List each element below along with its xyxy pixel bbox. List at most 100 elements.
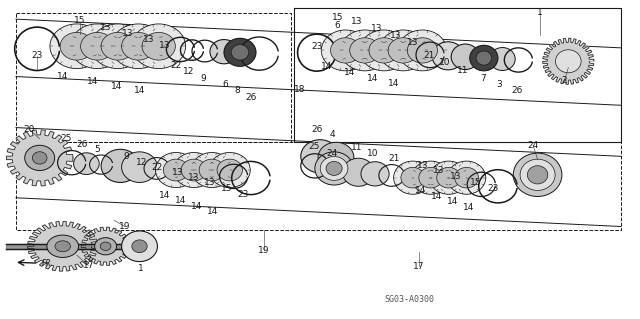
Ellipse shape — [74, 153, 99, 174]
Ellipse shape — [81, 33, 114, 60]
Text: 22: 22 — [151, 163, 163, 172]
Ellipse shape — [209, 152, 250, 188]
Text: 9: 9 — [201, 74, 206, 83]
Text: 13: 13 — [407, 38, 419, 47]
Text: 1: 1 — [138, 264, 143, 273]
Text: 12: 12 — [136, 158, 148, 167]
Ellipse shape — [224, 38, 256, 66]
Ellipse shape — [122, 152, 157, 182]
Ellipse shape — [330, 38, 361, 63]
Text: 14: 14 — [388, 79, 399, 88]
Text: FR.: FR. — [42, 259, 54, 268]
Text: 14: 14 — [367, 74, 378, 83]
Ellipse shape — [231, 45, 249, 60]
Ellipse shape — [142, 33, 175, 60]
Ellipse shape — [70, 24, 124, 69]
Ellipse shape — [199, 159, 225, 181]
Ellipse shape — [429, 161, 468, 194]
Text: 13: 13 — [188, 173, 200, 182]
Text: 17: 17 — [413, 262, 425, 271]
Text: 26: 26 — [76, 140, 88, 149]
Text: 15: 15 — [74, 16, 86, 25]
Text: 15: 15 — [332, 13, 343, 22]
Text: 13: 13 — [433, 166, 444, 175]
Text: 17: 17 — [83, 261, 94, 270]
Text: 19: 19 — [258, 246, 269, 255]
Text: 14: 14 — [344, 68, 356, 77]
Ellipse shape — [527, 166, 548, 184]
Ellipse shape — [451, 44, 479, 70]
Text: 14: 14 — [159, 191, 171, 200]
Ellipse shape — [91, 24, 145, 69]
Ellipse shape — [132, 24, 186, 69]
Text: 11: 11 — [351, 143, 363, 152]
Ellipse shape — [388, 38, 419, 63]
Text: 14: 14 — [111, 82, 123, 91]
Text: 9: 9 — [124, 152, 129, 161]
Ellipse shape — [401, 167, 425, 188]
Polygon shape — [6, 130, 73, 186]
Ellipse shape — [349, 38, 380, 63]
Text: 13: 13 — [371, 24, 382, 33]
Polygon shape — [543, 38, 594, 84]
Ellipse shape — [394, 161, 432, 194]
Ellipse shape — [111, 24, 165, 69]
Text: 14: 14 — [431, 192, 443, 201]
Polygon shape — [28, 221, 98, 271]
Text: 14: 14 — [463, 203, 475, 212]
Ellipse shape — [513, 153, 562, 197]
Text: 26: 26 — [311, 125, 323, 134]
Ellipse shape — [60, 33, 93, 60]
Ellipse shape — [476, 51, 492, 65]
Ellipse shape — [55, 241, 70, 252]
Ellipse shape — [101, 149, 140, 182]
Text: 24: 24 — [326, 149, 337, 158]
Ellipse shape — [379, 30, 428, 71]
Text: 14: 14 — [134, 86, 145, 95]
Ellipse shape — [122, 33, 155, 60]
Ellipse shape — [407, 38, 438, 63]
Text: 18: 18 — [294, 85, 306, 94]
Text: 14: 14 — [57, 72, 68, 81]
Text: 13: 13 — [159, 41, 171, 50]
Text: 13: 13 — [351, 17, 363, 26]
Text: 7: 7 — [481, 74, 486, 83]
Ellipse shape — [25, 145, 54, 171]
Text: 22: 22 — [170, 61, 182, 70]
Text: 13: 13 — [390, 31, 401, 40]
Ellipse shape — [301, 140, 339, 173]
Text: 8: 8 — [234, 86, 239, 95]
Text: 26: 26 — [511, 86, 523, 95]
Ellipse shape — [163, 159, 189, 181]
Text: 6: 6 — [223, 80, 228, 89]
Ellipse shape — [490, 48, 515, 70]
Text: 25: 25 — [308, 142, 319, 151]
Ellipse shape — [360, 30, 408, 71]
Text: 15: 15 — [470, 178, 481, 187]
Ellipse shape — [318, 142, 354, 173]
Text: 12: 12 — [183, 67, 195, 76]
Ellipse shape — [321, 30, 370, 71]
Text: 3: 3 — [497, 80, 502, 89]
Polygon shape — [81, 227, 130, 265]
Text: 1: 1 — [537, 8, 542, 17]
Text: 13: 13 — [417, 161, 428, 170]
Text: 13: 13 — [450, 172, 461, 181]
Ellipse shape — [122, 231, 157, 262]
Text: 23: 23 — [487, 184, 499, 193]
Text: 13: 13 — [172, 168, 184, 177]
Ellipse shape — [557, 51, 580, 71]
Ellipse shape — [315, 152, 353, 185]
Text: 21: 21 — [388, 154, 399, 163]
Text: 24: 24 — [527, 141, 539, 150]
Ellipse shape — [47, 235, 79, 257]
Ellipse shape — [173, 152, 214, 188]
Ellipse shape — [563, 56, 574, 66]
Ellipse shape — [50, 24, 104, 69]
Text: 20: 20 — [23, 125, 35, 134]
Ellipse shape — [95, 238, 116, 255]
Text: 15: 15 — [221, 184, 233, 193]
Text: 19: 19 — [119, 222, 131, 231]
Text: 14: 14 — [447, 197, 459, 206]
Text: 14: 14 — [175, 196, 187, 205]
